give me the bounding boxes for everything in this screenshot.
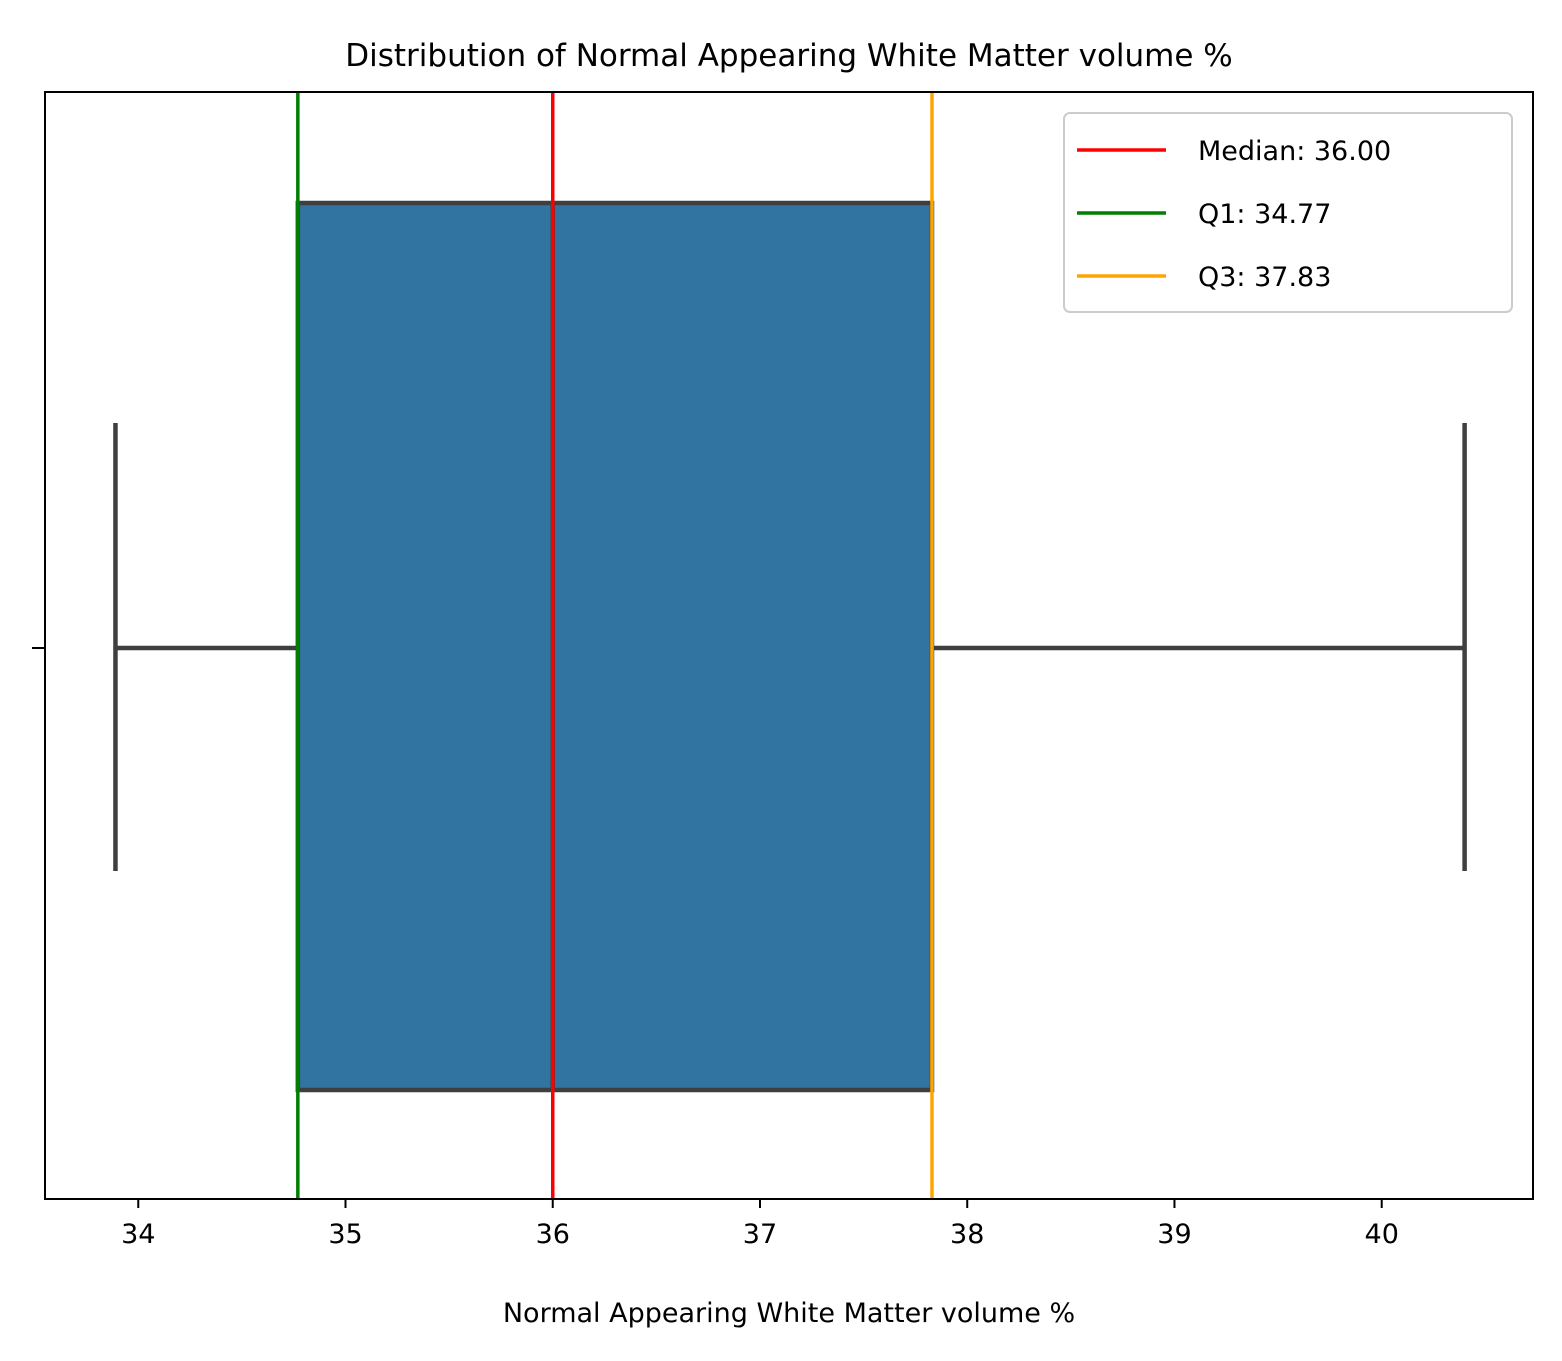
plot-area: 34 35 36 37 38 39 40 Median: 36.00 Q1: 34.77 Q3: … [32, 91, 1534, 1250]
legend-box [1063, 112, 1513, 313]
x-tick-label: 37 [743, 1219, 777, 1250]
x-axis-label: Normal Appearing White Matter volume % [503, 1298, 1075, 1329]
x-tick-label: 35 [328, 1219, 362, 1250]
x-tick-label: 39 [1157, 1219, 1191, 1250]
legend-label-q1: Q1: 34.77 [1198, 199, 1331, 230]
x-tick-label: 36 [536, 1219, 570, 1250]
x-tick-label: 38 [950, 1219, 984, 1250]
iqr-box [295, 200, 935, 1093]
legend-label-median: Median: 36.00 [1198, 136, 1391, 167]
legend-label-q3: Q3: 37.83 [1198, 262, 1331, 293]
x-tick-label: 34 [121, 1219, 155, 1250]
x-tick-label: 40 [1365, 1219, 1399, 1250]
chart-title: Distribution of Normal Appearing White M… [345, 38, 1233, 74]
axes-frame [44, 91, 1534, 1200]
